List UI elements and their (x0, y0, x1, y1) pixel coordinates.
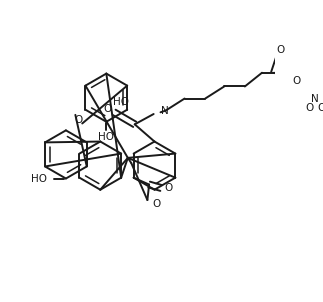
Text: HO: HO (113, 97, 129, 107)
Text: HO: HO (98, 132, 114, 142)
Text: N: N (161, 106, 168, 116)
Text: HO: HO (31, 174, 47, 184)
Text: N: N (311, 94, 319, 104)
Text: O: O (75, 115, 83, 125)
Text: O: O (277, 44, 285, 54)
Text: O: O (164, 183, 172, 193)
Text: O: O (292, 76, 300, 86)
Text: O: O (305, 103, 313, 113)
Text: O: O (152, 199, 160, 209)
Text: O: O (103, 104, 111, 114)
Text: O: O (317, 103, 323, 113)
